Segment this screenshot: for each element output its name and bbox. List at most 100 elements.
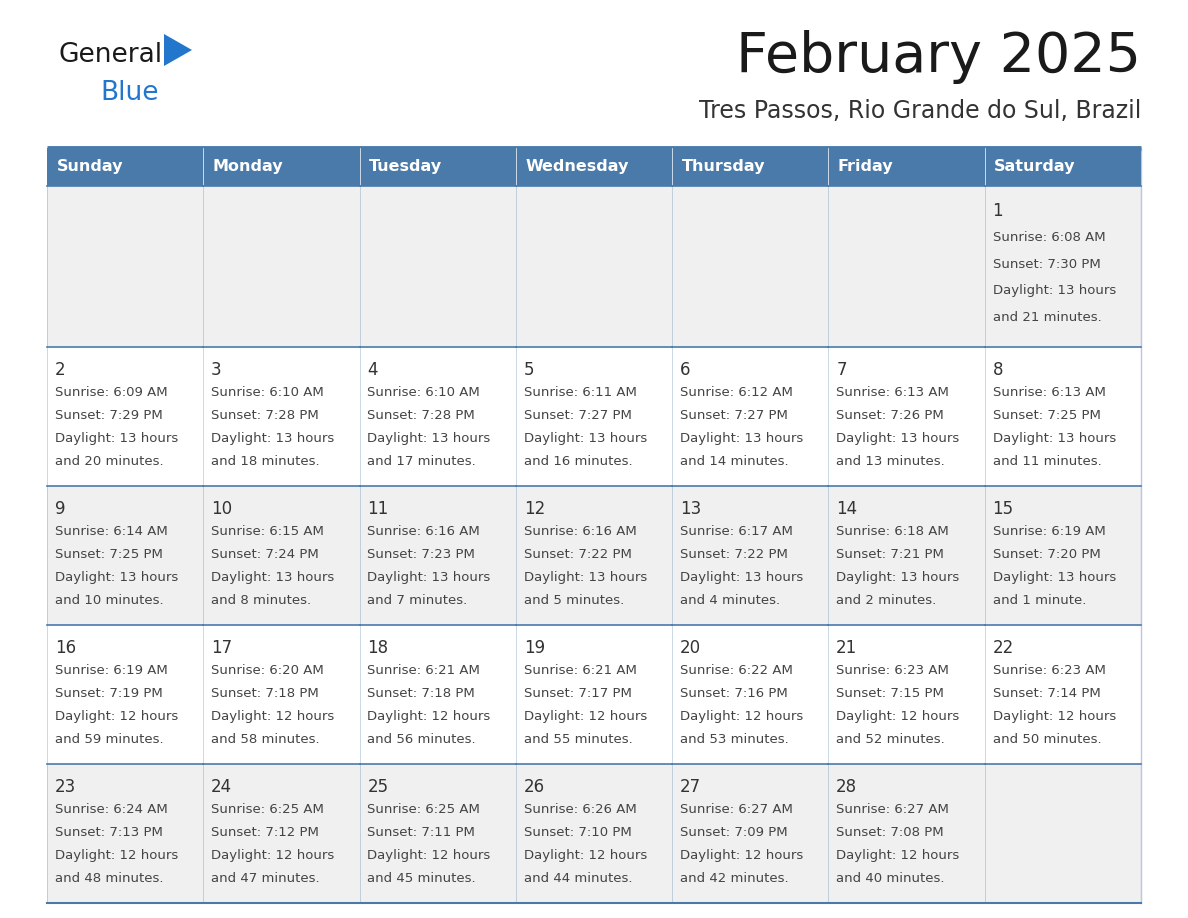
Bar — [672, 487, 828, 625]
Text: Sunrise: 6:25 AM: Sunrise: 6:25 AM — [211, 803, 324, 816]
Text: and 4 minutes.: and 4 minutes. — [680, 594, 781, 607]
Text: 14: 14 — [836, 500, 858, 518]
Text: Sunset: 7:11 PM: Sunset: 7:11 PM — [367, 826, 475, 839]
Text: 12: 12 — [524, 500, 545, 518]
Text: and 5 minutes.: and 5 minutes. — [524, 594, 624, 607]
Text: Sunset: 7:25 PM: Sunset: 7:25 PM — [992, 409, 1100, 422]
Text: Daylight: 12 hours: Daylight: 12 hours — [992, 710, 1116, 722]
Text: Daylight: 13 hours: Daylight: 13 hours — [211, 571, 334, 584]
Text: Sunrise: 6:19 AM: Sunrise: 6:19 AM — [55, 664, 168, 677]
Text: and 42 minutes.: and 42 minutes. — [680, 872, 789, 885]
Text: 11: 11 — [367, 500, 388, 518]
Text: Sunrise: 6:22 AM: Sunrise: 6:22 AM — [680, 664, 792, 677]
Bar — [360, 148, 516, 186]
Text: Sunset: 7:21 PM: Sunset: 7:21 PM — [836, 548, 944, 561]
Text: Daylight: 12 hours: Daylight: 12 hours — [836, 710, 960, 722]
Text: and 17 minutes.: and 17 minutes. — [367, 455, 476, 468]
Text: 4: 4 — [367, 361, 378, 379]
Bar — [985, 625, 1140, 764]
Text: 23: 23 — [55, 778, 76, 796]
Text: Sunset: 7:28 PM: Sunset: 7:28 PM — [211, 409, 318, 422]
Bar — [360, 487, 516, 625]
Text: Sunset: 7:19 PM: Sunset: 7:19 PM — [55, 687, 163, 700]
Text: Sunrise: 6:21 AM: Sunrise: 6:21 AM — [524, 664, 637, 677]
Polygon shape — [164, 34, 192, 66]
Bar — [672, 186, 828, 347]
Text: Sunset: 7:14 PM: Sunset: 7:14 PM — [992, 687, 1100, 700]
Text: Tuesday: Tuesday — [369, 160, 442, 174]
Text: Sunrise: 6:16 AM: Sunrise: 6:16 AM — [367, 525, 480, 538]
Bar — [516, 625, 672, 764]
Text: 16: 16 — [55, 639, 76, 657]
Text: and 14 minutes.: and 14 minutes. — [680, 455, 789, 468]
Text: Sunset: 7:30 PM: Sunset: 7:30 PM — [992, 258, 1100, 271]
Bar — [985, 764, 1140, 903]
Text: Sunset: 7:29 PM: Sunset: 7:29 PM — [55, 409, 163, 422]
Text: Daylight: 13 hours: Daylight: 13 hours — [55, 432, 178, 445]
Text: Daylight: 12 hours: Daylight: 12 hours — [367, 849, 491, 862]
Bar — [985, 487, 1140, 625]
Bar — [203, 625, 360, 764]
Text: Sunset: 7:25 PM: Sunset: 7:25 PM — [55, 548, 163, 561]
Bar — [672, 148, 828, 186]
Text: Sunset: 7:22 PM: Sunset: 7:22 PM — [680, 548, 788, 561]
Text: Daylight: 13 hours: Daylight: 13 hours — [992, 285, 1116, 297]
Text: Sunset: 7:27 PM: Sunset: 7:27 PM — [524, 409, 632, 422]
Text: and 1 minute.: and 1 minute. — [992, 594, 1086, 607]
Text: Daylight: 12 hours: Daylight: 12 hours — [680, 710, 803, 722]
Text: Sunrise: 6:16 AM: Sunrise: 6:16 AM — [524, 525, 637, 538]
Bar — [516, 764, 672, 903]
Text: and 45 minutes.: and 45 minutes. — [367, 872, 476, 885]
Text: and 10 minutes.: and 10 minutes. — [55, 594, 164, 607]
Text: and 16 minutes.: and 16 minutes. — [524, 455, 632, 468]
Text: Sunset: 7:24 PM: Sunset: 7:24 PM — [211, 548, 318, 561]
Bar — [828, 625, 985, 764]
Bar — [985, 186, 1140, 347]
Text: Daylight: 13 hours: Daylight: 13 hours — [524, 432, 647, 445]
Text: and 18 minutes.: and 18 minutes. — [211, 455, 320, 468]
Bar — [828, 148, 985, 186]
Text: Sunrise: 6:10 AM: Sunrise: 6:10 AM — [367, 386, 480, 399]
Text: Sunrise: 6:17 AM: Sunrise: 6:17 AM — [680, 525, 792, 538]
Text: and 59 minutes.: and 59 minutes. — [55, 733, 164, 745]
Text: Sunrise: 6:10 AM: Sunrise: 6:10 AM — [211, 386, 324, 399]
Text: and 52 minutes.: and 52 minutes. — [836, 733, 944, 745]
Text: and 47 minutes.: and 47 minutes. — [211, 872, 320, 885]
Text: Sunset: 7:08 PM: Sunset: 7:08 PM — [836, 826, 944, 839]
Text: and 2 minutes.: and 2 minutes. — [836, 594, 936, 607]
Text: and 50 minutes.: and 50 minutes. — [992, 733, 1101, 745]
Text: Sunset: 7:26 PM: Sunset: 7:26 PM — [836, 409, 944, 422]
Text: Blue: Blue — [100, 80, 158, 106]
Text: Sunset: 7:15 PM: Sunset: 7:15 PM — [836, 687, 944, 700]
Text: Daylight: 12 hours: Daylight: 12 hours — [211, 849, 334, 862]
Text: Sunrise: 6:13 AM: Sunrise: 6:13 AM — [992, 386, 1105, 399]
Text: 17: 17 — [211, 639, 232, 657]
Bar — [203, 186, 360, 347]
Text: Sunrise: 6:12 AM: Sunrise: 6:12 AM — [680, 386, 792, 399]
Text: 25: 25 — [367, 778, 388, 796]
Bar — [48, 625, 203, 764]
Text: Sunrise: 6:27 AM: Sunrise: 6:27 AM — [836, 803, 949, 816]
Text: 5: 5 — [524, 361, 535, 379]
Text: and 21 minutes.: and 21 minutes. — [992, 311, 1101, 324]
Text: Daylight: 13 hours: Daylight: 13 hours — [367, 571, 491, 584]
Bar — [828, 347, 985, 487]
Text: and 58 minutes.: and 58 minutes. — [211, 733, 320, 745]
Text: Daylight: 13 hours: Daylight: 13 hours — [992, 432, 1116, 445]
Bar — [516, 186, 672, 347]
Text: Sunrise: 6:08 AM: Sunrise: 6:08 AM — [992, 231, 1105, 244]
Text: Daylight: 12 hours: Daylight: 12 hours — [55, 849, 178, 862]
Text: 6: 6 — [680, 361, 690, 379]
Text: Daylight: 13 hours: Daylight: 13 hours — [524, 571, 647, 584]
Bar — [360, 625, 516, 764]
Text: Daylight: 13 hours: Daylight: 13 hours — [992, 571, 1116, 584]
Text: Monday: Monday — [213, 160, 283, 174]
Text: Daylight: 12 hours: Daylight: 12 hours — [211, 710, 334, 722]
Bar — [985, 347, 1140, 487]
Text: Daylight: 12 hours: Daylight: 12 hours — [680, 849, 803, 862]
Text: 15: 15 — [992, 500, 1013, 518]
Text: Sunset: 7:16 PM: Sunset: 7:16 PM — [680, 687, 788, 700]
Bar — [828, 487, 985, 625]
Bar — [48, 186, 203, 347]
Bar — [203, 347, 360, 487]
